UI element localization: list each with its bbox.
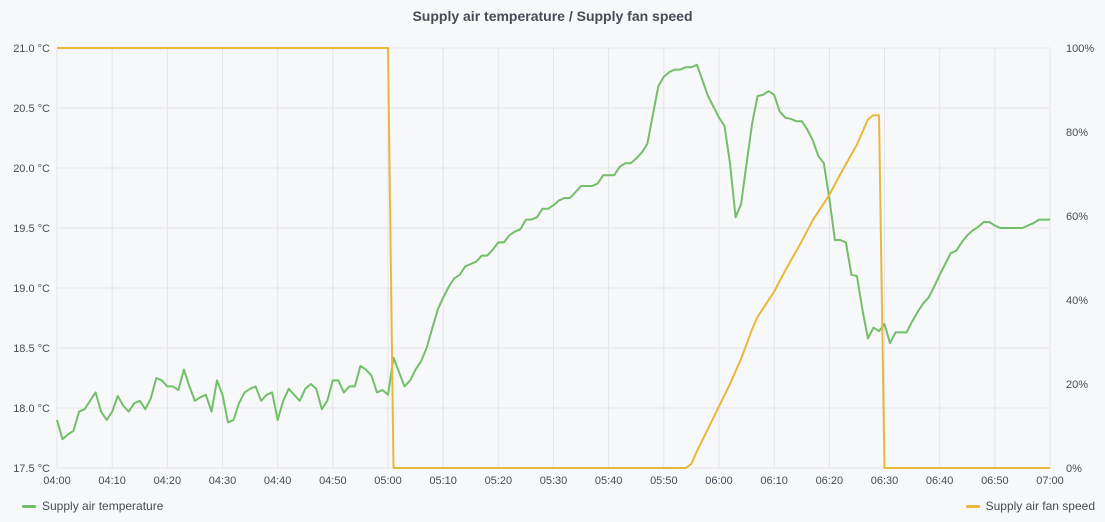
x-tick-label: 06:10: [760, 475, 788, 487]
series-layer: [56, 47, 1050, 469]
y-right-tick-label: 80%: [1066, 127, 1088, 139]
x-tick-label: 06:20: [816, 475, 844, 487]
legend-label-fan-speed: Supply air fan speed: [985, 499, 1095, 513]
y-left-tick-label: 17.5 °C: [13, 463, 50, 475]
y-right-tick-label: 20%: [1066, 379, 1088, 391]
x-tick-label: 06:30: [871, 475, 899, 487]
series-line-supply-air-temperature: [56, 63, 1050, 441]
axis-layer: 04:00 04:10 04:20 04:30 04:40 04:50 05:00 05:10…: [13, 43, 1094, 487]
y-right-tick-label: 100%: [1066, 43, 1094, 55]
y-left-tick-label: 18.5 °C: [13, 343, 50, 355]
x-tick-label: 05:30: [540, 475, 568, 487]
y-left-tick-label: 19.5 °C: [13, 223, 50, 235]
x-tick-label: 04:50: [319, 475, 347, 487]
x-tick-label: 04:20: [154, 475, 182, 487]
x-tick-label: 04:00: [43, 475, 71, 487]
x-tick-label: 07:00: [1036, 475, 1064, 487]
y-left-tick-label: 19.0 °C: [13, 283, 50, 295]
x-tick-label: 06:50: [981, 475, 1009, 487]
legend-label-temperature: Supply air temperature: [42, 499, 164, 513]
x-tick-label: 05:40: [595, 475, 623, 487]
legend-swatch-temperature: [22, 504, 36, 508]
legend-item-supply-air-temperature[interactable]: Supply air temperature: [22, 499, 163, 513]
grid-layer: [56, 47, 1051, 469]
y-left-tick-label: 18.0 °C: [13, 403, 50, 415]
legend-swatch-fan-speed: [965, 504, 980, 508]
x-tick-label: 04:30: [209, 475, 237, 487]
y-left-tick-label: 21.0 °C: [13, 43, 50, 55]
y-right-tick-label: 0%: [1066, 463, 1082, 475]
x-tick-label: 05:20: [485, 475, 513, 487]
chart-title: Supply air temperature / Supply fan spee…: [412, 8, 693, 24]
x-tick-label: 06:40: [926, 475, 954, 487]
x-tick-label: 05:50: [650, 475, 678, 487]
legend-item-supply-air-fan-speed[interactable]: Supply air fan speed: [965, 499, 1095, 513]
x-tick-label: 04:10: [98, 475, 126, 487]
x-tick-label: 06:00: [705, 475, 733, 487]
y-left-tick-label: 20.0 °C: [13, 163, 50, 175]
x-tick-label: 04:40: [264, 475, 292, 487]
y-right-tick-label: 60%: [1066, 211, 1088, 223]
y-left-tick-label: 20.5 °C: [13, 103, 50, 115]
x-tick-label: 05:10: [429, 475, 457, 487]
x-tick-label: 05:00: [374, 475, 402, 487]
y-right-tick-label: 40%: [1066, 295, 1088, 307]
series-line-supply-air-fan-speed: [57, 47, 1050, 469]
